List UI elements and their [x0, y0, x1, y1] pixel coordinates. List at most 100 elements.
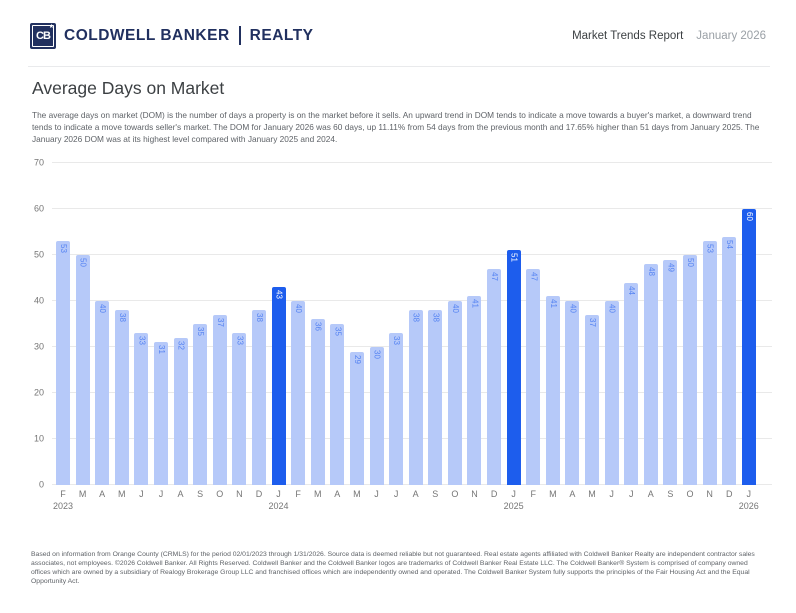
bar: 40: [291, 301, 306, 485]
bar: 41: [545, 296, 560, 485]
brand-name-secondary: REALTY: [249, 26, 314, 44]
star-icon: ★: [48, 23, 54, 30]
x-tick: A: [330, 490, 344, 520]
x-tick: A: [95, 490, 109, 520]
brand: CB ★ COLDWELL BANKER REALTY: [30, 22, 314, 49]
y-tick-label: 20: [33, 387, 44, 398]
y-tick-label: 30: [33, 341, 44, 352]
x-axis: F 2023 M A M J J A S O N D J 2024 F M A M J J A S O N D J 2025 F M A M…: [52, 490, 772, 520]
bar: 35: [330, 324, 345, 485]
plot-area: 53 50 40 38 33 31 32 35 37 33 38 43 40 36 35 29 30 33 38 38…: [52, 162, 772, 485]
bar-value-label: 54: [725, 239, 735, 249]
bar-value-label: 31: [156, 345, 166, 355]
bar-value-label: 44: [627, 285, 637, 295]
x-tick: F: [291, 490, 305, 520]
x-tick-month: D: [725, 489, 733, 499]
x-tick-month: A: [334, 489, 341, 499]
bar-value-label: 38: [431, 313, 441, 323]
x-tick: F: [526, 490, 540, 520]
x-tick-month: N: [706, 489, 713, 499]
y-tick-label: 10: [33, 433, 44, 444]
bar: 38: [114, 310, 129, 485]
bar: 36: [310, 319, 325, 485]
bar-value-label: 51: [509, 253, 519, 263]
bar-value-label: 41: [470, 299, 480, 309]
x-tick: J: [605, 490, 619, 520]
bar: 40: [565, 301, 580, 485]
x-tick: M: [115, 490, 129, 520]
x-tick: D: [487, 490, 501, 520]
bar: 47: [487, 268, 502, 485]
bar-value-label: 50: [686, 258, 695, 267]
x-tick-year: 2024: [268, 501, 289, 511]
bar-value-label: 49: [666, 262, 676, 272]
x-tick-month: J: [511, 489, 516, 499]
x-tick-month: M: [549, 489, 557, 499]
bar-value-label: 37: [588, 317, 598, 327]
gridline: [52, 162, 772, 163]
x-tick: M: [350, 490, 364, 520]
bar: 35: [193, 324, 208, 485]
x-tick: J 2024: [268, 490, 289, 520]
bar: 40: [447, 301, 462, 485]
bar: 40: [604, 301, 619, 485]
bar: 32: [173, 337, 188, 485]
bar-value-label: 33: [235, 336, 245, 346]
bar: 44: [624, 282, 639, 485]
bar: 50: [75, 255, 90, 485]
bar-value-label: 41: [548, 299, 558, 309]
x-tick-month: J: [374, 489, 379, 499]
x-tick: N: [232, 490, 246, 520]
bar-value-label: 38: [117, 313, 127, 323]
x-tick-month: M: [118, 489, 126, 499]
brand-divider: [238, 26, 241, 45]
report-period: January 2026: [696, 29, 766, 42]
x-tick-month: N: [471, 489, 478, 499]
header-right: Market Trends Report January 2026: [572, 30, 766, 42]
coldwell-banker-logo-icon: CB ★: [30, 22, 56, 49]
x-tick-month: S: [432, 489, 439, 499]
footer-disclaimer: Based on information from Orange County …: [31, 551, 755, 585]
x-tick: O: [448, 490, 462, 520]
x-tick-month: M: [313, 489, 322, 499]
plot-wrap: 0 10 20 30 40 50 60 70 53 50 40 38 33 31 32 35 37 33 38 43…: [32, 157, 772, 489]
bar-value-label: 35: [333, 327, 343, 336]
bar-highlighted: 51: [506, 250, 521, 485]
header-divider: [28, 66, 770, 67]
y-tick-label: 0: [38, 479, 44, 490]
x-tick-month: D: [255, 489, 263, 499]
bar: 50: [683, 255, 697, 485]
x-tick-month: F: [60, 489, 66, 499]
bar: 33: [389, 333, 404, 485]
bar: 33: [134, 333, 149, 485]
bar-highlighted: 43: [271, 287, 286, 485]
x-tick: J: [389, 490, 403, 520]
x-tick-month: F: [530, 489, 537, 499]
bar: 49: [663, 259, 678, 485]
x-tick-month: A: [569, 489, 576, 499]
x-tick-year: 2026: [738, 501, 759, 511]
bar-value-label: 60: [744, 212, 754, 221]
x-tick-month: O: [216, 489, 224, 499]
x-tick: A: [174, 490, 188, 520]
x-tick-month: F: [295, 489, 301, 499]
bar: 37: [212, 314, 227, 485]
x-tick: O: [683, 490, 697, 520]
x-tick: A: [409, 490, 423, 520]
x-tick: J: [154, 490, 168, 520]
bar-value-label: 47: [529, 271, 539, 281]
bar: 48: [643, 264, 658, 485]
x-tick: J: [624, 490, 638, 520]
x-tick: D: [722, 490, 736, 520]
bar: 47: [526, 268, 541, 485]
bar-value-label: 40: [450, 304, 460, 313]
report-title: Market Trends Report: [572, 29, 684, 42]
x-tick-month: J: [628, 489, 634, 499]
bar-value-label: 40: [607, 304, 617, 313]
bar: 37: [585, 314, 600, 485]
bar: 54: [722, 236, 737, 485]
x-tick: S: [193, 490, 207, 520]
bar-value-label: 33: [392, 336, 402, 346]
x-tick: O: [213, 490, 227, 520]
bar-value-label: 53: [705, 244, 715, 254]
